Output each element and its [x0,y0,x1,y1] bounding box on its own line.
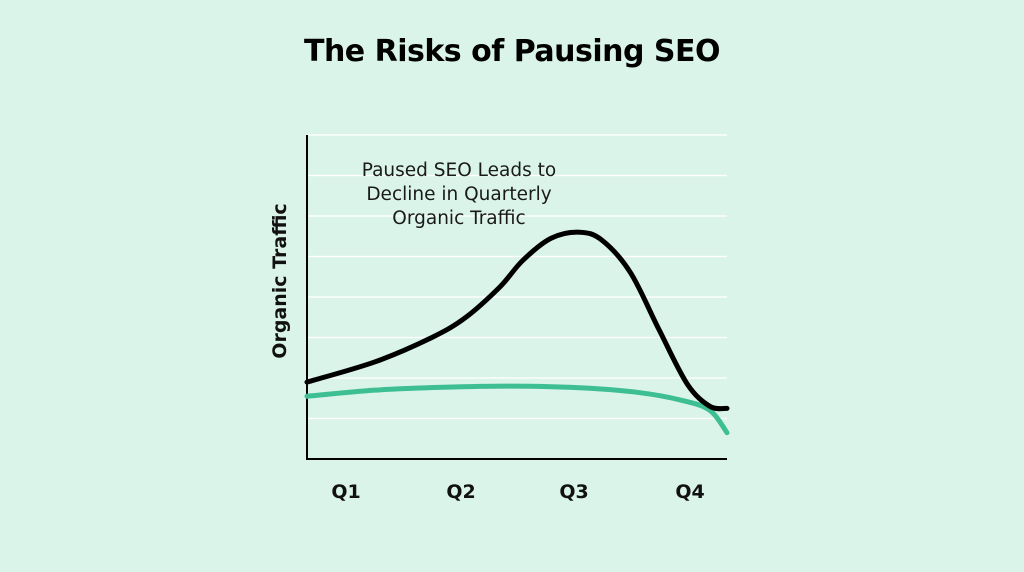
x-tick-label: Q1 [331,481,360,503]
x-tick-label: Q4 [675,481,704,503]
annotation-line: Decline in Quarterly [366,184,551,205]
annotation-line: Paused SEO Leads to [362,160,556,181]
series-line [304,383,730,436]
gridlines [307,134,727,420]
chart-annotation: Paused SEO Leads to Decline in Quarterly O… [362,160,556,229]
series-group [304,229,730,436]
series-line [304,229,730,412]
x-tick-label: Q3 [559,481,588,503]
y-axis-label: Organic Traffic [269,203,291,358]
annotation-line: Organic Traffic [392,208,525,229]
x-tick-label: Q2 [446,481,475,503]
chart-title: The Risks of Pausing SEO [303,34,721,69]
x-tick-labels: Q1 Q2 Q3 Q4 [331,481,704,503]
